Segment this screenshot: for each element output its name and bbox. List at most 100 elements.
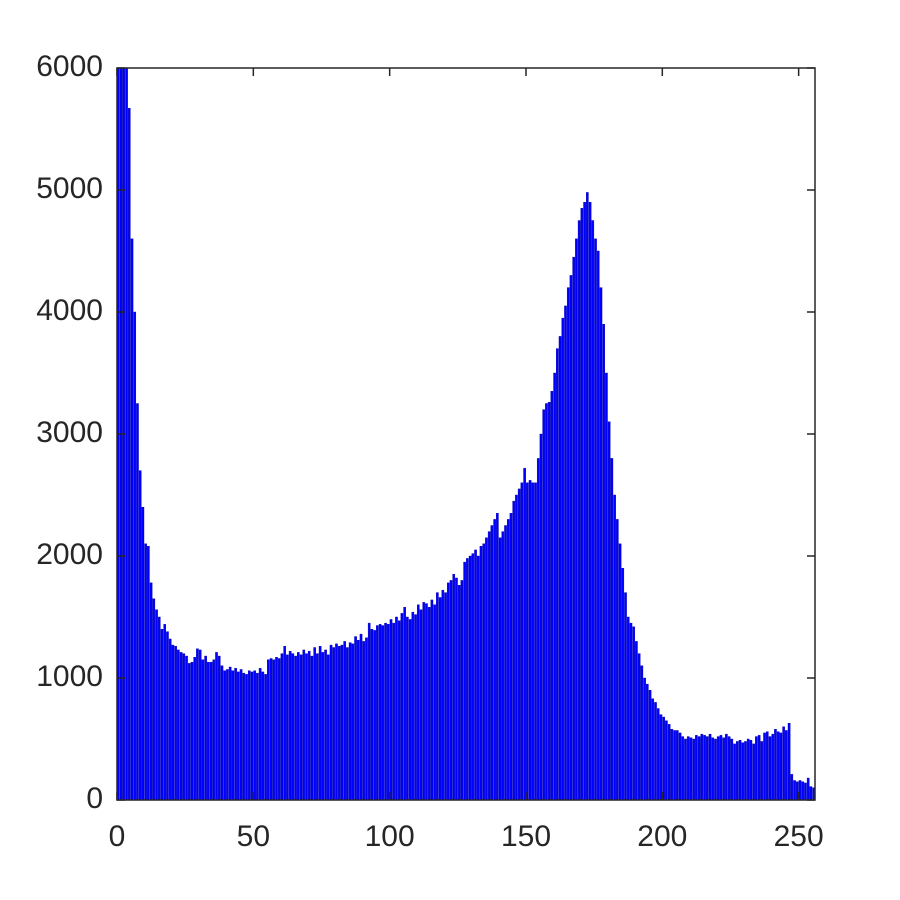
bar — [659, 714, 663, 800]
bar — [624, 592, 627, 800]
bar — [127, 108, 131, 800]
bar — [594, 238, 597, 800]
bar — [460, 580, 464, 800]
bar — [719, 735, 723, 800]
bar — [242, 672, 246, 800]
bar — [547, 402, 551, 800]
bar — [637, 653, 641, 800]
bar — [626, 616, 630, 800]
bar — [283, 646, 286, 800]
bar — [288, 650, 292, 800]
bar — [348, 642, 352, 800]
bar — [550, 391, 554, 800]
bar — [196, 648, 199, 800]
bar — [220, 665, 224, 800]
bar — [160, 629, 164, 800]
bar — [419, 609, 423, 800]
bar — [381, 625, 385, 800]
bar — [256, 672, 259, 800]
bar — [656, 708, 660, 800]
bar — [498, 537, 502, 800]
bar — [468, 555, 472, 800]
bar — [771, 733, 775, 800]
bar — [234, 668, 237, 800]
bar — [414, 614, 417, 800]
bar — [539, 433, 543, 800]
x-tick-label: 100 — [365, 820, 415, 853]
bar — [583, 201, 586, 800]
x-tick-label: 0 — [109, 820, 126, 853]
y-tick-label: 0 — [86, 782, 103, 815]
bar — [226, 669, 229, 800]
bar — [689, 737, 693, 800]
bar — [722, 737, 725, 800]
bar — [629, 622, 633, 800]
bar — [801, 781, 805, 800]
x-tick-label: 50 — [237, 820, 270, 853]
bar — [700, 733, 704, 800]
bar — [294, 655, 297, 800]
bar — [384, 622, 387, 800]
bar — [416, 604, 420, 800]
bar — [408, 619, 412, 800]
bar — [387, 624, 390, 800]
bar — [526, 482, 529, 800]
y-tick-label: 3000 — [36, 416, 103, 449]
bar — [449, 580, 453, 800]
bar — [119, 68, 123, 800]
bar — [561, 317, 565, 800]
bar — [329, 644, 333, 800]
bar — [446, 582, 450, 800]
bar — [640, 665, 644, 800]
bar — [168, 638, 172, 800]
bar — [692, 738, 695, 800]
bar — [479, 546, 483, 800]
bar — [703, 735, 706, 800]
bar — [749, 740, 753, 800]
bar — [136, 403, 139, 800]
bar — [425, 603, 428, 800]
bar — [155, 609, 158, 800]
bar — [531, 482, 535, 800]
bar — [215, 652, 218, 800]
bar — [534, 482, 537, 800]
bar — [253, 670, 256, 800]
bar — [343, 641, 346, 800]
bar — [760, 741, 764, 800]
bar — [209, 661, 213, 800]
bar — [706, 736, 709, 800]
bar — [509, 513, 513, 800]
bar — [141, 507, 145, 800]
bar — [730, 738, 734, 800]
y-tick-label: 4000 — [36, 294, 103, 327]
bar — [237, 671, 240, 800]
bar — [506, 519, 510, 800]
bar — [482, 543, 486, 800]
bar — [670, 729, 674, 800]
bar — [569, 275, 573, 800]
bar — [239, 669, 243, 800]
bar — [599, 287, 603, 800]
bar — [577, 220, 581, 800]
bar — [152, 598, 156, 800]
bar — [686, 736, 690, 800]
bar — [648, 690, 652, 800]
bar — [714, 738, 717, 800]
bar — [632, 626, 635, 800]
bar — [182, 653, 186, 800]
bar — [684, 738, 687, 800]
bar — [223, 670, 226, 800]
bar — [125, 68, 128, 800]
bar — [512, 500, 516, 800]
bar — [179, 652, 183, 800]
bar — [171, 644, 175, 800]
bar — [613, 494, 616, 800]
bar — [321, 652, 325, 800]
bar — [752, 743, 755, 800]
bar — [676, 730, 679, 800]
bar — [340, 644, 344, 800]
bar — [804, 782, 807, 800]
bar — [201, 659, 205, 800]
bar — [727, 736, 731, 800]
